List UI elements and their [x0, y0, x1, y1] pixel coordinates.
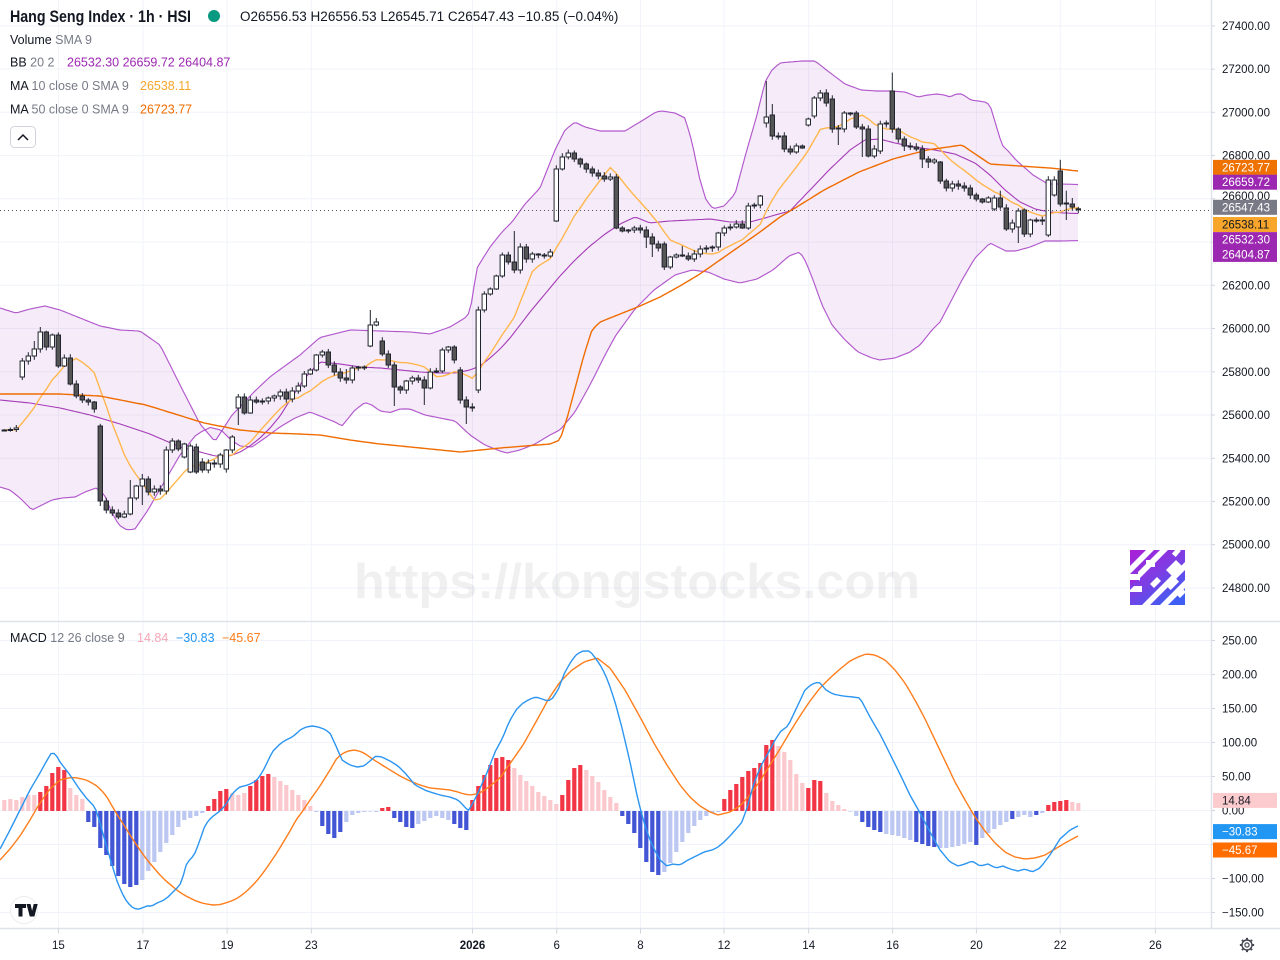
svg-text:23: 23: [305, 940, 318, 952]
svg-text:26659.72: 26659.72: [1222, 177, 1270, 189]
svg-text:26800.00: 26800.00: [1222, 151, 1270, 163]
svg-text:14: 14: [802, 940, 815, 952]
svg-text:26547.43: 26547.43: [1222, 202, 1270, 214]
svg-text:16: 16: [886, 940, 899, 952]
svg-text:100.00: 100.00: [1222, 738, 1257, 750]
svg-text:0.00: 0.00: [1222, 806, 1244, 818]
svg-text:26723.77: 26723.77: [140, 103, 192, 117]
svg-text:−30.83: −30.83: [176, 631, 215, 645]
svg-text:26200.00: 26200.00: [1222, 280, 1270, 292]
svg-text:https://kongstocks.com: https://kongstocks.com: [354, 555, 920, 609]
svg-text:26723.77: 26723.77: [1222, 162, 1270, 174]
svg-text:15: 15: [52, 940, 65, 952]
svg-text:26532.30 26659.72 26404.87: 26532.30 26659.72 26404.87: [67, 56, 230, 70]
svg-text:26532.30: 26532.30: [1222, 235, 1270, 247]
svg-text:150.00: 150.00: [1222, 704, 1257, 716]
svg-text:26538.11: 26538.11: [140, 79, 191, 93]
svg-text:24800.00: 24800.00: [1222, 583, 1270, 595]
svg-text:12: 12: [718, 940, 731, 952]
svg-text:25400.00: 25400.00: [1222, 453, 1270, 465]
svg-text:25800.00: 25800.00: [1222, 367, 1270, 379]
svg-text:Volume SMA 9: Volume SMA 9: [10, 33, 92, 47]
svg-text:27000.00: 27000.00: [1222, 107, 1270, 119]
svg-text:25200.00: 25200.00: [1222, 497, 1270, 509]
svg-text:2026: 2026: [460, 940, 486, 952]
svg-text:26000.00: 26000.00: [1222, 324, 1270, 336]
svg-text:26: 26: [1149, 940, 1162, 952]
svg-text:27200.00: 27200.00: [1222, 64, 1270, 76]
svg-text:20: 20: [970, 940, 983, 952]
svg-text:26404.87: 26404.87: [1222, 249, 1270, 261]
svg-text:MACD 12 26 close 9: MACD 12 26 close 9: [10, 631, 125, 645]
svg-text:−45.67: −45.67: [1222, 845, 1258, 857]
svg-text:6: 6: [554, 940, 560, 952]
svg-text:19: 19: [221, 940, 234, 952]
svg-text:27400.00: 27400.00: [1222, 21, 1270, 33]
svg-text:26538.11: 26538.11: [1222, 220, 1269, 232]
svg-text:O26556.53 H26556.53 L26545.71: O26556.53 H26556.53 L26545.71 C26547.43 …: [240, 9, 618, 24]
svg-text:8: 8: [637, 940, 643, 952]
svg-text:200.00: 200.00: [1222, 670, 1257, 682]
svg-text:MA 50 close 0 SMA 9: MA 50 close 0 SMA 9: [10, 103, 129, 117]
svg-text:250.00: 250.00: [1222, 636, 1257, 648]
svg-text:−30.83: −30.83: [1222, 827, 1258, 839]
svg-text:−150.00: −150.00: [1222, 908, 1264, 920]
svg-text:14.84: 14.84: [137, 631, 168, 645]
svg-text:25600.00: 25600.00: [1222, 410, 1270, 422]
svg-text:−100.00: −100.00: [1222, 874, 1264, 886]
svg-text:BB 20 2: BB 20 2: [10, 56, 55, 70]
svg-text:22: 22: [1054, 940, 1067, 952]
svg-text:25000.00: 25000.00: [1222, 540, 1270, 552]
svg-text:14.84: 14.84: [1222, 795, 1251, 807]
svg-text:−45.67: −45.67: [222, 631, 261, 645]
svg-text:50.00: 50.00: [1222, 772, 1251, 784]
svg-text:17: 17: [137, 940, 150, 952]
svg-text:Hang Seng Index · 1h · HSI: Hang Seng Index · 1h · HSI: [10, 8, 191, 26]
svg-text:MA 10 close 0 SMA 9: MA 10 close 0 SMA 9: [10, 79, 129, 93]
